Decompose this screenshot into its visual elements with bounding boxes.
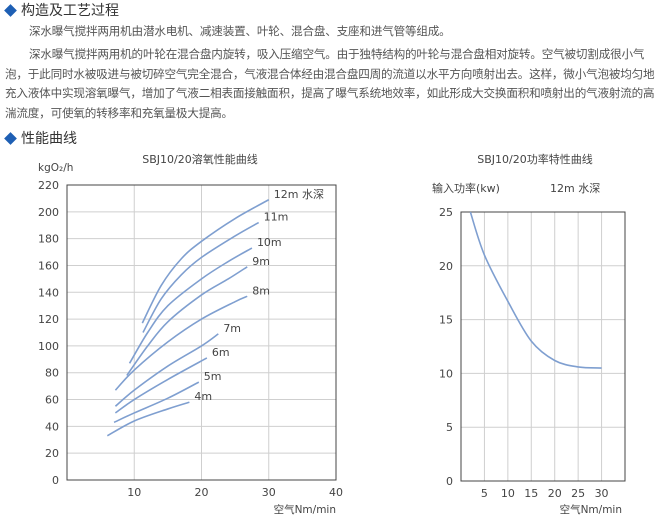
y-tick-label: 5 bbox=[446, 421, 453, 434]
y-tick-label: 100 bbox=[38, 340, 59, 353]
y-tick-label: 0 bbox=[52, 474, 59, 487]
y-tick-label: 80 bbox=[45, 367, 59, 380]
plot-frame bbox=[460, 211, 626, 482]
chart1-xlabel: 空气Nm/min bbox=[274, 503, 336, 516]
chart1-title: SBJ10/20溶氧性能曲线 bbox=[142, 152, 257, 166]
x-tick-label: 10 bbox=[127, 486, 141, 499]
series-line bbox=[114, 357, 208, 414]
chart1-ylabel: kgO₂/h bbox=[38, 162, 73, 174]
x-tick-label: 20 bbox=[548, 487, 562, 500]
y-tick-label: 60 bbox=[45, 394, 59, 407]
paragraph-composition: 深水曝气搅拌两用机由潜水电机、减速装置、叶轮、混合盘、支座和进气管等组成。 bbox=[29, 24, 451, 38]
series-line bbox=[141, 199, 270, 324]
series-line bbox=[126, 266, 248, 376]
series-label: 6m bbox=[212, 346, 230, 359]
series-label: 4m bbox=[194, 390, 212, 403]
series-label: 7m bbox=[223, 322, 241, 335]
series-label: 12m 水深 bbox=[274, 188, 324, 201]
section-heading-curves: 性能曲线 bbox=[4, 128, 77, 148]
series-line bbox=[128, 247, 253, 364]
section-title: 构造及工艺过程 bbox=[21, 3, 119, 19]
plot-frame bbox=[66, 184, 337, 481]
series-label: 8m bbox=[252, 284, 270, 297]
paragraph-process: 深水曝气搅拌两用机的叶轮在混合盘内旋转，吸入压缩空气。由于独特结构的叶轮与混合盘… bbox=[5, 47, 655, 120]
x-tick-label: 40 bbox=[329, 486, 343, 499]
section-heading-structure: 构造及工艺过程 bbox=[4, 0, 119, 20]
y-tick-label: 180 bbox=[38, 233, 59, 246]
y-tick-label: 15 bbox=[439, 314, 453, 327]
y-tick-label: 10 bbox=[439, 367, 453, 380]
x-tick-label: 25 bbox=[571, 487, 585, 500]
x-tick-label: 15 bbox=[524, 487, 538, 500]
y-tick-label: 0 bbox=[446, 475, 453, 488]
y-tick-label: 20 bbox=[45, 447, 59, 460]
y-tick-label: 220 bbox=[38, 179, 59, 192]
series-line bbox=[114, 333, 219, 407]
series-line bbox=[113, 381, 200, 424]
section-title: 性能曲线 bbox=[21, 131, 77, 147]
chart2-annotation: 12m 水深 bbox=[550, 182, 600, 195]
x-tick-label: 10 bbox=[501, 487, 515, 500]
chart2-ylabel: 输入功率(kw) bbox=[432, 181, 500, 195]
chart2-xlabel: 空气Nm/min bbox=[560, 503, 622, 516]
y-tick-label: 40 bbox=[45, 420, 59, 433]
chart2-title: SBJ10/20功率特性曲线 bbox=[477, 152, 592, 166]
series-label: 5m bbox=[204, 370, 222, 383]
series-label: 11m bbox=[264, 211, 289, 224]
series-line bbox=[114, 295, 248, 391]
series-line bbox=[106, 401, 190, 437]
series-line bbox=[142, 221, 260, 333]
x-tick-label: 20 bbox=[195, 486, 209, 499]
y-tick-label: 120 bbox=[38, 313, 59, 326]
x-tick-label: 30 bbox=[595, 487, 609, 500]
y-tick-label: 140 bbox=[38, 286, 59, 299]
x-tick-label: 30 bbox=[262, 486, 276, 499]
series-label: 10m bbox=[257, 236, 282, 249]
y-tick-label: 160 bbox=[38, 259, 59, 272]
y-tick-label: 200 bbox=[38, 206, 59, 219]
y-tick-label: 25 bbox=[439, 206, 453, 219]
series-line bbox=[469, 211, 602, 369]
x-tick-label: 5 bbox=[481, 487, 488, 500]
y-tick-label: 20 bbox=[439, 260, 453, 273]
series-label: 9m bbox=[252, 255, 270, 268]
